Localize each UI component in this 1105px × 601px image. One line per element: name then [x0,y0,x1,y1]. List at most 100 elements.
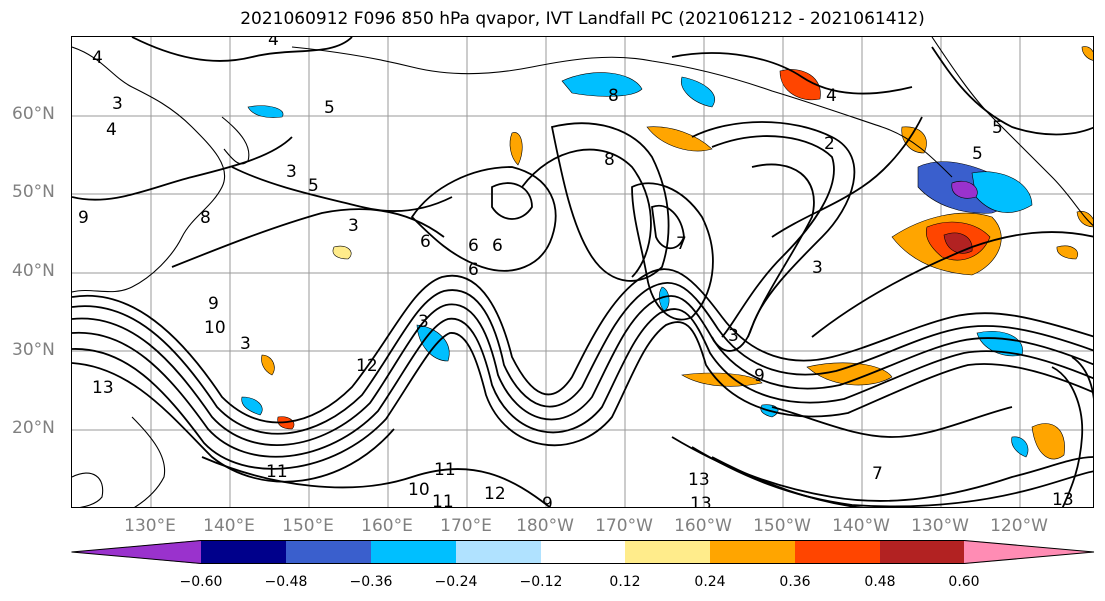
latitude-label: 50°N [12,182,55,202]
colorbar-segment [456,540,542,564]
contour-label: 6 [468,260,479,280]
colorbar-outline [71,540,1095,564]
longitude-label: 150°E [282,516,334,536]
contour-label: 3 [348,216,359,236]
colorbar-segment [964,540,1094,564]
patch-negative [561,72,643,97]
contour-label: 13 [690,494,712,508]
latitude-label: 20°N [12,418,55,438]
contour-label: 4 [826,86,837,106]
longitude-label: 180°W [516,516,574,536]
longitude-label: 170°W [595,516,653,536]
longitude-label: 160°E [361,516,413,536]
contour-label: 10 [408,480,430,500]
patch-negative [951,180,978,199]
contour-label: 5 [972,144,983,164]
contour-label: 3 [728,326,739,346]
contour-label: 7 [872,464,883,484]
patch-positive [261,354,275,376]
contour-label: 13 [1052,490,1074,508]
patch-positive [1076,211,1093,228]
figure-title: 2021060912 F096 850 hPa qvapor, IVT Land… [240,9,925,29]
contour-label: 12 [484,484,506,504]
contour-label: 6 [492,236,503,256]
colorbar-tick-label: −0.48 [264,574,308,590]
longitude-label: 160°W [674,516,732,536]
coastlines [72,37,1093,507]
contour-label: 9 [754,366,765,386]
map-canvas: 4 4 3 4 5 3 5 3 6 9 8 6 6 8 7 3 12 3 9 1… [72,37,1093,508]
patch-negative [681,76,715,108]
patch-positive [646,126,713,152]
map-panel: 4 4 3 4 5 3 5 3 6 9 8 6 6 8 7 3 12 3 9 1… [71,36,1094,508]
contour-label: 9 [78,208,89,228]
patch-positive [332,245,352,260]
contour-label: 10 [204,318,226,338]
ivt-contours [72,37,1093,507]
colorbar-segment [201,540,287,564]
colorbar-segment [795,540,881,564]
colorbar-segment [371,540,457,564]
colorbar-tick-label: 0.24 [694,574,726,590]
contour-label: 8 [200,208,211,228]
colorbar-segment [541,540,626,564]
longitude-label: 120°W [990,516,1048,536]
colorbar-segment [625,540,711,564]
contour-label: 2 [824,134,835,154]
colorbar-segment [71,540,201,564]
contour-label: 8 [608,86,619,106]
patch-positive [806,362,893,386]
contour-label: 8 [604,150,615,170]
patch-positive [1081,46,1093,61]
colorbar-tick-label: 0.36 [779,574,811,590]
contour-label: 4 [268,37,279,50]
contour-label: 4 [92,48,103,68]
contour-label: 11 [266,462,288,482]
longitude-label: 140°W [832,516,890,536]
colorbar-tick-label: 0.60 [948,574,980,590]
longitude-label: 150°W [753,516,811,536]
contour-label: 13 [688,470,710,490]
latitude-label: 30°N [12,340,55,360]
contour-label: 6 [468,236,479,256]
patch-positive [509,132,523,166]
colorbar [71,540,1095,564]
contour-label: 4 [106,120,117,140]
patch-positive [1056,245,1078,260]
colorbar-tick-label: −0.12 [519,574,563,590]
contour-label: 3 [286,162,297,182]
contour-label: 9 [208,294,219,314]
longitude-label: 140°E [203,516,255,536]
colorbar-segment [880,540,965,564]
patch-positive [1031,423,1065,460]
colorbar-segment [286,540,372,564]
contour-label: 5 [992,118,1003,138]
latitude-label: 40°N [12,261,55,281]
patch-negative [247,105,284,118]
patch-positive [779,69,821,101]
contour-label: 3 [112,94,123,114]
contour-label: 9 [542,494,553,508]
longitude-label: 130°W [911,516,969,536]
contour-label: 3 [418,312,429,332]
colorbar-tick-label: −0.24 [434,574,478,590]
contour-label: 5 [324,98,335,118]
colorbar-tick-label: −0.36 [349,574,393,590]
colorbar-segment [710,540,796,564]
contour-label: 6 [420,232,431,252]
contour-label: 12 [356,356,378,376]
contour-label: 7 [676,234,687,254]
contour-label-group: 4 4 3 4 5 3 5 3 6 9 8 6 6 8 7 3 12 3 9 1… [78,37,1074,508]
contour-label: 11 [434,460,456,480]
colorbar-tick-label: −0.60 [179,574,223,590]
patch-positive [943,232,973,254]
patch-negative [1011,436,1029,458]
colorbar-tick-label: 0.12 [609,574,641,590]
colorbar-tick-label: 0.48 [864,574,896,590]
graticule [72,37,1093,507]
contour-label: 3 [812,258,823,278]
contour-label: 3 [240,334,251,354]
contour-label: 5 [308,176,319,196]
patch-negative [241,396,263,416]
longitude-label: 130°E [124,516,176,536]
